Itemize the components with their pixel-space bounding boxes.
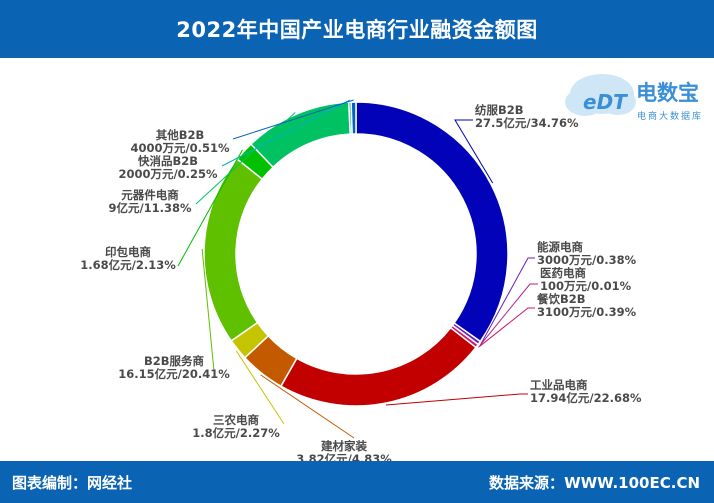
leader-line-5 [385,393,528,406]
segment-name-2: 能源电商 [537,240,583,254]
leader-line-1 [454,119,494,184]
slice-12[interactable] [350,101,357,135]
slice-1[interactable] [355,101,509,343]
title-bar: 2022年中国产业电商行业融资金额图 [0,0,714,58]
editor-name: 网经社 [87,474,133,492]
segment-name-5: 工业品电商 [530,378,588,392]
leader-line-12 [232,99,354,140]
slice-10[interactable] [249,101,352,169]
chart-editor: 图表编制：网经社 [12,472,132,493]
segment-value-4: 3100万元/0.39% [537,305,637,319]
leader-line-8 [201,248,215,372]
data-source: 数据来源：WWW.100EC.CN [489,472,700,493]
segment-value-12: 4000万元/0.51% [130,141,230,155]
editor-label: 图表编制： [12,474,88,492]
segment-value-2: 3000万元/0.38% [537,253,637,267]
leader-line-10 [195,112,296,205]
leader-line-4 [478,307,535,348]
leader-line-3 [479,283,538,346]
segment-value-3: 100万元/0.01% [540,279,632,293]
segment-value-6: 3.82亿元/4.83% [296,452,392,461]
leader-line-2 [480,257,535,345]
segment-value-9: 1.68亿元/2.13% [80,258,176,272]
segment-name-10: 元器件电商 [121,188,179,202]
segment-value-8: 16.15亿元/20.41% [118,367,230,381]
logo-subtitle: 电商大数据库 [637,110,703,122]
leader-line-6 [260,374,355,439]
page-title: 2022年中国产业电商行业融资金额图 [176,18,538,42]
segment-name-3: 医药电商 [540,266,586,280]
footer-bar: 图表编制：网经社 数据来源：WWW.100EC.CN [0,461,714,503]
logo-mark: eDT [583,90,628,114]
source-label: 数据来源： [489,474,565,492]
leader-line-11 [221,99,351,167]
logo-name: 电数宝 [636,81,699,105]
slice-8[interactable] [203,158,264,342]
slice-5[interactable] [279,326,477,407]
leader-line-7 [235,350,285,425]
segment-value-1: 27.5亿元/34.76% [475,116,579,130]
segment-value-11: 2000万元/0.25% [118,167,218,181]
segment-name-7: 三农电商 [213,413,259,427]
segment-name-1: 纺服B2B [475,103,524,117]
segment-name-8: B2B服务商 [144,354,205,368]
segment-name-11: 快消品B2B [137,154,198,168]
leader-line-9 [177,149,243,267]
segment-value-10: 9亿元/11.38% [108,201,192,215]
segment-name-9: 印包电商 [105,245,151,259]
segment-value-5: 17.94亿元/22.68% [530,391,642,405]
segment-name-12: 其他B2B [156,128,205,142]
source-url[interactable]: WWW.100EC.CN [564,474,700,492]
segment-name-6: 建材家装 [321,439,367,453]
segment-value-7: 1.8亿元/2.27% [192,426,280,440]
segment-name-4: 餐饮B2B [536,292,586,306]
logo: eDT 电数宝 电商大数据库 [565,74,703,122]
